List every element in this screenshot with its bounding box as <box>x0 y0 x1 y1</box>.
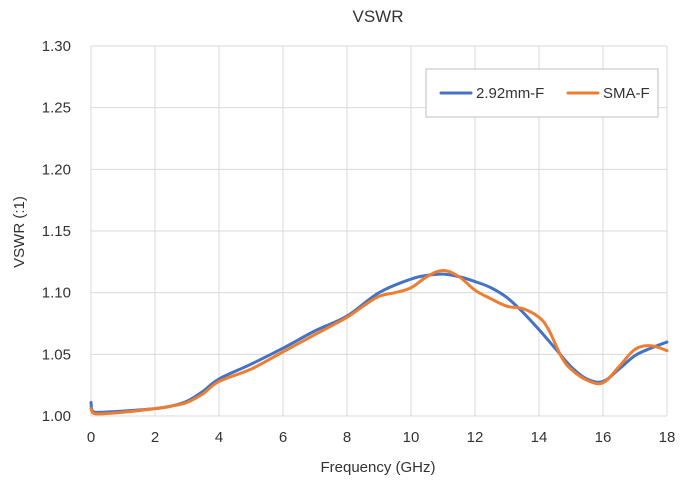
y-tick-label: 1.05 <box>42 346 71 363</box>
x-tick-label: 12 <box>467 429 484 446</box>
x-tick-labels: 0 2 4 6 8 10 12 14 16 18 <box>87 429 676 446</box>
y-tick-labels: 1.00 1.05 1.10 1.15 1.20 1.25 1.30 <box>42 38 71 425</box>
legend-items: 2.92mm-F SMA-F <box>439 85 650 102</box>
x-tick-label: 14 <box>531 429 548 446</box>
chart-title: VSWR <box>353 7 404 26</box>
y-axis-title: VSWR (:1) <box>11 196 28 268</box>
x-tick-label: 2 <box>151 429 159 446</box>
y-tick-label: 1.15 <box>42 223 71 240</box>
y-tick-label: 1.10 <box>42 285 71 302</box>
y-tick-label: 1.00 <box>42 408 71 425</box>
x-tick-label: 16 <box>595 429 612 446</box>
y-tick-label: 1.25 <box>42 100 71 117</box>
x-tick-label: 4 <box>215 429 223 446</box>
legend-label-2-92mm-f: 2.92mm-F <box>476 85 544 102</box>
x-tick-label: 18 <box>659 429 676 446</box>
x-axis-title: Frequency (GHz) <box>320 459 435 476</box>
legend: 2.92mm-F SMA-F <box>425 68 659 118</box>
y-tick-label: 1.30 <box>42 38 71 55</box>
series-line-sma-f <box>89 268 669 416</box>
x-tick-label: 6 <box>279 429 287 446</box>
x-tick-label: 0 <box>87 429 95 446</box>
x-tick-label: 8 <box>343 429 351 446</box>
series-lines <box>89 268 669 416</box>
y-tick-label: 1.20 <box>42 161 71 178</box>
x-tick-label: 10 <box>403 429 420 446</box>
gridlines <box>90 45 668 417</box>
legend-label-sma-f: SMA-F <box>603 85 650 102</box>
